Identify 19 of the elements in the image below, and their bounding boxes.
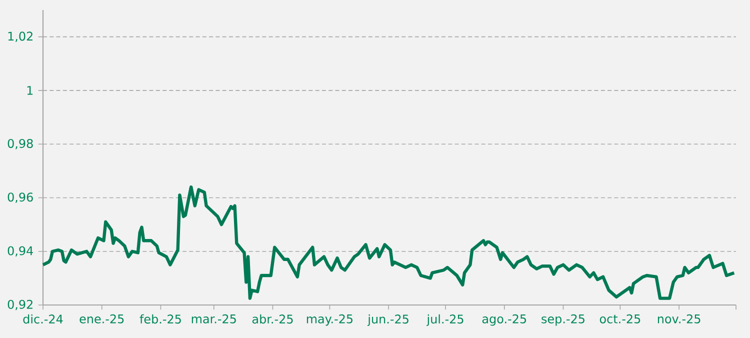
x-tick-label: ago.-25 bbox=[482, 314, 526, 326]
x-tick-label: may.-25 bbox=[306, 314, 352, 326]
x-tick-label: jul.-25 bbox=[426, 314, 464, 326]
x-tick-label: ene.-25 bbox=[80, 314, 124, 324]
x-tick-label: nov.-25 bbox=[658, 314, 700, 324]
y-tick-label: 0,98 bbox=[8, 138, 33, 150]
x-tick-label: jun.-25 bbox=[367, 314, 408, 326]
x-tick-label: abr.-25 bbox=[252, 314, 293, 324]
x-tick-label: mar.-25 bbox=[192, 314, 236, 324]
y-tick-label: 0,96 bbox=[8, 192, 33, 203]
line-series bbox=[41, 185, 736, 300]
x-tick-label: feb.-25 bbox=[140, 314, 181, 324]
y-tick-label: 1 bbox=[27, 86, 33, 95]
x-tick-label: oct.-25 bbox=[600, 314, 640, 324]
x-tick-label: dic.-24 bbox=[23, 314, 63, 324]
y-tick-label: 0,94 bbox=[8, 246, 33, 256]
x-tick-label: sep.-25 bbox=[542, 314, 584, 326]
y-tick-label: 0,92 bbox=[8, 300, 32, 310]
y-tick-label: 1,02 bbox=[8, 32, 32, 42]
